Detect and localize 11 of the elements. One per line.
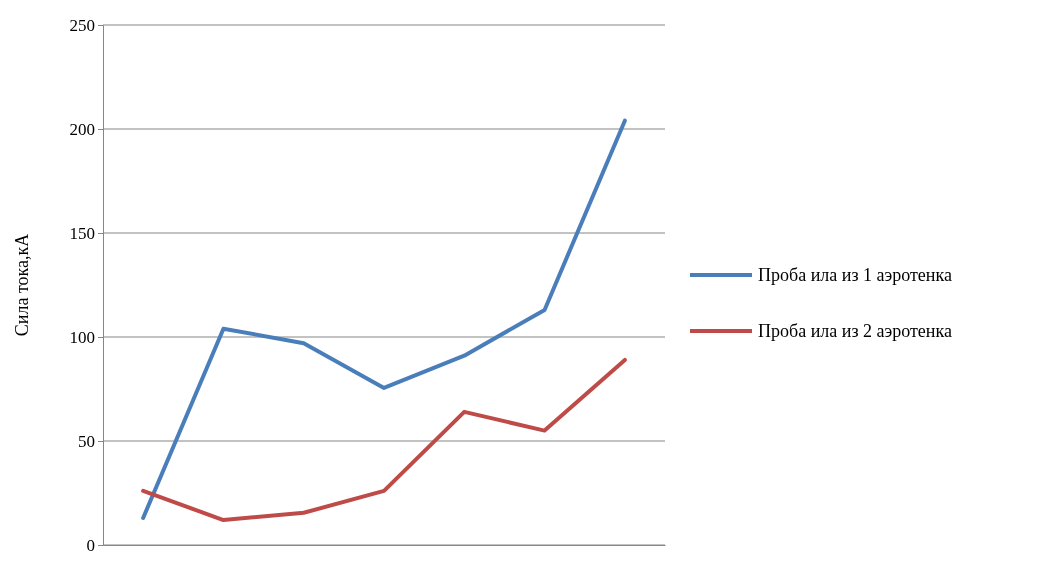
- y-tick-label: 50: [78, 431, 95, 451]
- y-tick-label: 250: [69, 15, 95, 35]
- line-series: [141, 357, 627, 523]
- y-tick-label: 0: [86, 535, 95, 555]
- legend-label: Проба ила из 1 аэротенка: [758, 265, 952, 285]
- line-series: [141, 118, 627, 520]
- y-axis-title: Сила тока,кА: [12, 233, 32, 337]
- y-tick-label: 150: [69, 223, 95, 243]
- y-tick-label: 200: [69, 119, 95, 139]
- y-tick-label: 100: [69, 327, 95, 347]
- legend-label: Проба ила из 2 аэротенка: [758, 321, 952, 341]
